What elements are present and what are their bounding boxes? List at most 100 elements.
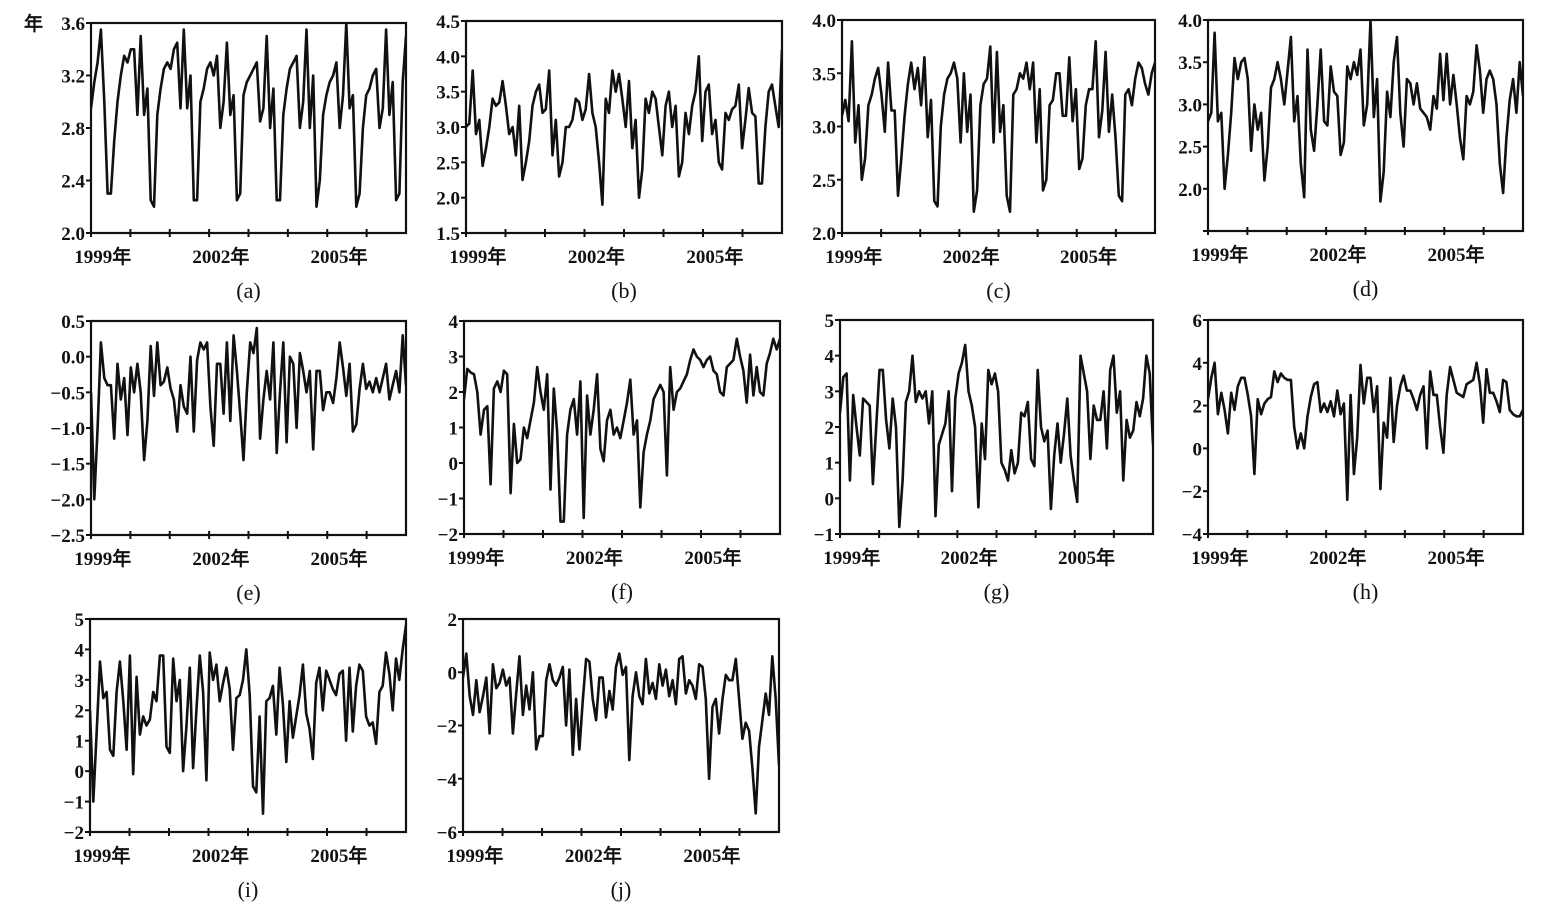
y-tick-label: 2.8 (61, 119, 85, 140)
y-tick-label: −4 (437, 770, 458, 791)
y-tick-label: −0.5 (50, 383, 85, 404)
x-tick-label: 2002年 (943, 245, 1000, 268)
x-tick-label: 1999年 (446, 844, 503, 867)
panel-label: (i) (238, 877, 259, 902)
x-tick-label: 1999年 (1191, 546, 1248, 569)
x-tick-label: 2002年 (1309, 546, 1366, 569)
y-tick-label: 3 (75, 671, 85, 692)
y-tick-label: −2 (438, 525, 458, 546)
y-tick-label: 2.0 (1178, 180, 1202, 201)
y-tick-label: 1.5 (436, 224, 460, 245)
x-tick-label: 2005年 (1058, 546, 1115, 569)
x-tick-label: 1999年 (825, 245, 882, 268)
series-line (1208, 361, 1523, 502)
panel-label: (h) (1353, 579, 1379, 604)
y-tick-label: 4 (1193, 354, 1203, 375)
y-tick-label: −6 (437, 823, 457, 844)
panel-label: (b) (611, 278, 637, 303)
y-tick-label: 0.5 (61, 312, 85, 333)
y-tick-label: 2.0 (812, 224, 836, 245)
panel-label: (g) (984, 579, 1010, 604)
panel-j: −6 −4 −2 0 2 1999年 2002年 2005年 (j) (437, 610, 781, 902)
series-line (1208, 20, 1523, 203)
panel-label: (a) (236, 278, 260, 303)
x-tick-label: 1999年 (74, 245, 131, 268)
x-tick-label: 1999年 (74, 547, 131, 570)
y-tick-label: 2 (75, 701, 85, 722)
y-tick-label: 2.0 (436, 189, 460, 210)
panel-f: −2 −1 0 1 2 3 4 1999年 2002年 2005年 (f) (438, 312, 782, 604)
x-tick-label: 2002年 (192, 844, 249, 867)
y-tick-label: −2 (1182, 482, 1202, 503)
x-tick-label: 2002年 (565, 844, 622, 867)
y-tick-label: −1.0 (50, 419, 85, 440)
y-tick-label: 3 (825, 382, 835, 403)
series-line (842, 39, 1155, 213)
x-tick-label: 1999年 (823, 546, 880, 569)
panel-d: 2.0 2.5 3.0 3.5 4.0 1999年 2002年 2005年 (d) (1178, 11, 1525, 301)
y-tick-label: 4.5 (436, 12, 460, 33)
y-tick-label: 2.5 (812, 171, 836, 192)
y-tick-label: 5 (75, 610, 85, 631)
x-tick-label: 2005年 (1428, 243, 1485, 266)
x-tick-label: 2005年 (686, 245, 743, 268)
panel-label: (f) (611, 579, 633, 604)
panel-e: −2.5 −2.0 −1.5 −1.0 −0.5 0.0 0.5 1999年 2002年 2005… (50, 312, 408, 605)
x-tick-label: 2002年 (192, 547, 249, 570)
series-line (91, 326, 406, 501)
panel-a: 2.0 2.4 2.8 3.2 3.6 年 1999年 2002年 2005年 (a) (24, 12, 408, 303)
y-tick-label: 3.5 (1178, 53, 1202, 74)
panel-label: (d) (1353, 276, 1379, 301)
panel-h: −4 −2 0 2 4 6 1999年 2002年 2005年 (h) (1182, 311, 1525, 604)
y-tick-label: 0 (448, 663, 458, 684)
y-tick-label: 2 (448, 610, 458, 631)
x-tick-label: 2005年 (1060, 245, 1117, 268)
y-tick-label: 0 (1193, 439, 1203, 460)
y-tick-label: 4.0 (436, 47, 460, 68)
y-tick-label: 2 (449, 383, 459, 404)
y-tick-label: 6 (1193, 311, 1203, 332)
plot-frame (461, 617, 781, 834)
y-tick-label: −2.0 (50, 490, 85, 511)
y-tick-label: −2 (64, 823, 84, 844)
x-tick-label: 2005年 (311, 245, 368, 268)
y-tick-label: 0 (75, 762, 85, 783)
series-line (840, 343, 1153, 529)
x-tick-label: 2002年 (192, 245, 249, 268)
y-tick-label: 4 (75, 640, 85, 661)
y-tick-label: 0 (825, 489, 835, 510)
y-tick-label: −2.5 (50, 526, 85, 547)
panel-label: (j) (611, 877, 632, 902)
x-tick-label: 1999年 (449, 245, 506, 268)
plot-frame (88, 617, 408, 834)
x-tick-label: 2005年 (684, 546, 741, 569)
y-tick-label: 0 (449, 454, 459, 475)
panel-b: 1.5 2.0 2.5 3.0 3.5 4.0 4.5 1999年 2002年 2005年 (b) (436, 12, 784, 303)
y-tick-label: −1 (438, 490, 458, 511)
x-tick-label: 2005年 (311, 547, 368, 570)
x-tick-label: 2002年 (1309, 243, 1366, 266)
x-tick-label: 1999年 (447, 546, 504, 569)
y-tick-label: 3.6 (61, 14, 85, 35)
y-tick-label: 3.0 (812, 118, 836, 139)
x-tick-label: 1999年 (1191, 243, 1248, 266)
y-tick-label: 2.5 (1178, 138, 1202, 159)
y-tick-label: −1 (64, 793, 84, 814)
y-tick-label: 2.4 (61, 172, 85, 193)
series-line (91, 23, 406, 208)
series-line (90, 624, 406, 816)
x-tick-label: 1999年 (73, 844, 130, 867)
y-tick-label: 3.5 (436, 83, 460, 104)
y-tick-label: 2.0 (61, 224, 85, 245)
y-tick-label: 3.5 (812, 64, 836, 85)
x-tick-label: 2005年 (683, 844, 740, 867)
y-tick-label: 3.2 (61, 67, 85, 88)
y-tick-label: 2 (1193, 397, 1203, 418)
y-tick-label: −2 (437, 717, 457, 738)
y-tick-label: 1 (449, 419, 459, 440)
panel-i: −2 −1 0 1 2 3 4 5 1999年 2002年 2005年 (i) (64, 610, 408, 902)
y-tick-label: 4 (449, 312, 459, 333)
y-tick-label: −1.5 (50, 455, 85, 476)
y-tick-label: 3.0 (1178, 95, 1202, 116)
